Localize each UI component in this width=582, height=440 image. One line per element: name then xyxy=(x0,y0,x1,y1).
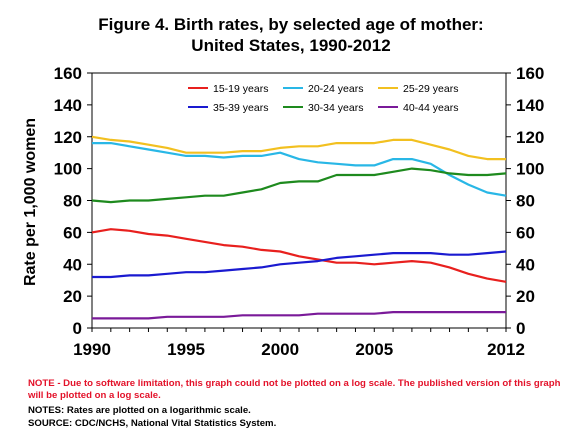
y-tick-label-left: 60 xyxy=(63,223,82,242)
y-tick-label-right: 40 xyxy=(516,255,535,274)
y-tick-label-left: 0 xyxy=(73,319,82,338)
x-axis: 1990 1995 2000 2005 2012 xyxy=(73,328,525,359)
series-lines xyxy=(91,135,507,320)
x-tick-label: 1995 xyxy=(167,340,205,359)
y-tick-label-right: 120 xyxy=(516,128,544,147)
series-line-30-34 xyxy=(91,167,507,204)
y-tick-label-right: 0 xyxy=(516,319,525,338)
chart-title-line-1: Figure 4. Birth rates, by selected age o… xyxy=(98,15,484,34)
y-tick-label-right: 140 xyxy=(516,96,544,115)
y-tick-label-right: 60 xyxy=(516,223,535,242)
y-axis-left: 0 20 40 60 80 100 120 140 160 xyxy=(54,64,92,338)
legend-label-20-24: 20-24 years xyxy=(308,83,363,95)
x-tick-label: 2000 xyxy=(261,340,299,359)
legend-label-35-39: 35-39 years xyxy=(213,102,268,114)
line-chart: 0 20 40 60 80 100 120 140 160 0 20 40 60 80 100 120 140… xyxy=(22,64,544,359)
series-line-35-39 xyxy=(92,250,507,279)
y-tick-label-left: 40 xyxy=(63,255,82,274)
y-tick-label-left: 140 xyxy=(54,96,82,115)
legend: 15-19 years 20-24 years 25-29 years 35-39 y… xyxy=(188,83,458,114)
y-tick-label-right: 20 xyxy=(516,287,535,306)
x-tick-label: 2012 xyxy=(487,340,525,359)
notes-log-scale: NOTES: Rates are plotted on a logarithmi… xyxy=(28,405,251,416)
legend-label-25-29: 25-29 years xyxy=(403,83,458,95)
y-tick-label-left: 100 xyxy=(54,160,82,179)
y-tick-label-right: 80 xyxy=(516,192,535,211)
legend-label-40-44: 40-44 years xyxy=(403,102,458,114)
legend-label-15-19: 15-19 years xyxy=(213,83,268,95)
legend-label-30-34: 30-34 years xyxy=(308,102,363,114)
y-axis-label: Rate per 1,000 women xyxy=(22,118,39,286)
series-line-20-24 xyxy=(92,142,507,197)
software-limitation-note: NOTE - Due to software limitation, this … xyxy=(28,378,561,401)
y-tick-label-right: 160 xyxy=(516,64,544,83)
y-tick-label-right: 100 xyxy=(516,160,544,179)
x-tick-label: 1990 xyxy=(73,340,111,359)
x-tick-label: 2005 xyxy=(355,340,393,359)
notes-block: NOTES: Rates are plotted on a logarithmi… xyxy=(28,405,568,430)
notes-source: SOURCE: CDC/NCHS, National Vital Statist… xyxy=(28,417,277,429)
series-line-25-29 xyxy=(91,135,506,161)
y-tick-label-left: 160 xyxy=(54,64,82,83)
series-line-15-19 xyxy=(91,228,507,283)
series-line-40-44 xyxy=(92,311,506,320)
chart-title: Figure 4. Birth rates, by selected age o… xyxy=(0,14,582,56)
chart-title-line-2: United States, 1990-2012 xyxy=(191,36,391,55)
y-axis-right: 0 20 40 60 80 100 120 140 160 xyxy=(506,64,544,338)
y-tick-label-left: 120 xyxy=(54,128,82,147)
y-tick-label-left: 20 xyxy=(63,287,82,306)
y-tick-label-left: 80 xyxy=(63,192,82,211)
